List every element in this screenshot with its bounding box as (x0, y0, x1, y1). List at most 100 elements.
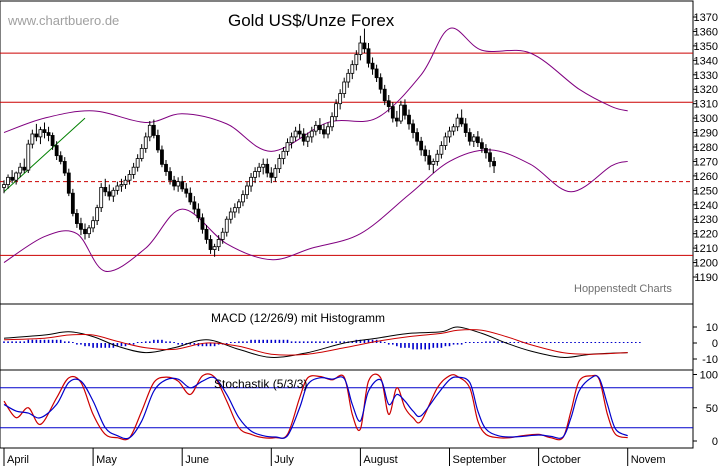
candle-body-up (346, 72, 351, 83)
price-y-tick-label: 1350 (694, 41, 718, 53)
candle-body-down (192, 201, 197, 210)
stochastic-reference-lines (0, 387, 693, 429)
candle (176, 177, 181, 192)
candle-body-down (79, 223, 83, 230)
candle-body-down (382, 88, 387, 102)
candle-body-up (435, 153, 440, 162)
x-tick-label: June (185, 454, 209, 466)
candle (115, 181, 120, 195)
price-support-lines (0, 52, 693, 256)
candle-body-down (484, 148, 488, 154)
candle-body-up (2, 184, 6, 188)
candle (322, 123, 326, 139)
candle (111, 187, 116, 202)
candle (403, 99, 407, 120)
candle (200, 213, 205, 234)
stochastic-series-pct-d (3, 375, 628, 440)
candle (241, 190, 245, 207)
candle (99, 183, 104, 212)
candle-body-up (91, 220, 95, 229)
candle (378, 73, 383, 94)
macd-lines (3, 326, 628, 358)
candle (58, 151, 63, 165)
candle (297, 123, 302, 139)
candle-body-down (390, 106, 395, 119)
candle-body-up (309, 130, 314, 138)
candle (366, 43, 371, 68)
candle-body-up (38, 129, 43, 138)
x-axis-ticks: April May June July August September October No… (3, 448, 666, 466)
candle-body-up (350, 64, 355, 74)
candle (492, 157, 496, 173)
candle-body-down (411, 123, 415, 133)
candle-body-down (407, 114, 411, 125)
candle-body-up (216, 239, 221, 248)
candle-body-up (342, 81, 347, 94)
candle (479, 138, 484, 153)
candle (184, 183, 189, 198)
candle-body-up (14, 172, 19, 181)
candle-body-up (135, 158, 140, 168)
candle-body-up (285, 142, 290, 152)
candle-body-up (338, 93, 343, 105)
macd-series-macd (3, 326, 628, 358)
candle (447, 126, 452, 143)
candle-body-down (467, 132, 472, 142)
price-y-tick-label: 1240 (694, 200, 718, 212)
candle-body-up (119, 184, 124, 187)
candle (273, 164, 278, 182)
candle-body-down (427, 155, 432, 165)
candle-body-down (188, 192, 193, 203)
candle-body-down (155, 135, 160, 151)
candle-body-up (30, 133, 35, 145)
price-y-tick-label: 1260 (694, 171, 718, 183)
candle (301, 128, 306, 146)
candle-body-down (168, 171, 172, 181)
candle (269, 167, 274, 184)
candle (107, 184, 112, 201)
candle-body-up (26, 143, 31, 171)
candle-body-down (58, 155, 63, 162)
x-tick-label: October (542, 454, 581, 466)
candle (143, 132, 148, 153)
candle-body-down (70, 192, 75, 214)
candle (305, 132, 310, 147)
candle (66, 168, 71, 197)
candle (155, 129, 160, 153)
candle-body-up (115, 185, 120, 191)
candle (30, 129, 35, 149)
price-y-tick-label: 1290 (694, 128, 718, 140)
macd-y-axis: 10 0 -10 (693, 322, 718, 366)
candle-body-down (62, 161, 67, 174)
macd-y-tick-label: 10 (706, 322, 718, 334)
candle-body-up (253, 171, 258, 178)
candle (79, 217, 83, 236)
candle (350, 60, 355, 80)
candle-body-down (208, 239, 213, 250)
candle (212, 243, 217, 257)
candle (488, 148, 492, 168)
candle (10, 170, 15, 184)
candle (224, 216, 229, 237)
candle-body-down (403, 104, 407, 116)
candle-body-up (127, 174, 132, 181)
candle (164, 160, 168, 176)
candle-body-down (301, 133, 306, 142)
candle-body-up (241, 194, 245, 203)
candle-body-down (419, 140, 424, 151)
candle (119, 178, 124, 192)
candle (147, 121, 152, 142)
candle-body-up (354, 54, 359, 66)
candle-body-down (34, 133, 39, 138)
stochastic-y-tick-label: 50 (706, 403, 718, 415)
candle (451, 123, 456, 136)
candle (123, 175, 128, 189)
candle-body-down (22, 166, 27, 171)
candle-body-down (463, 123, 468, 133)
candle (83, 223, 87, 240)
candle-body-up (224, 218, 229, 233)
price-y-tick-label: 1200 (694, 258, 718, 270)
x-tick-label: April (7, 454, 29, 466)
price-y-tick-label: 1190 (694, 272, 718, 284)
candle-body-up (431, 161, 436, 165)
